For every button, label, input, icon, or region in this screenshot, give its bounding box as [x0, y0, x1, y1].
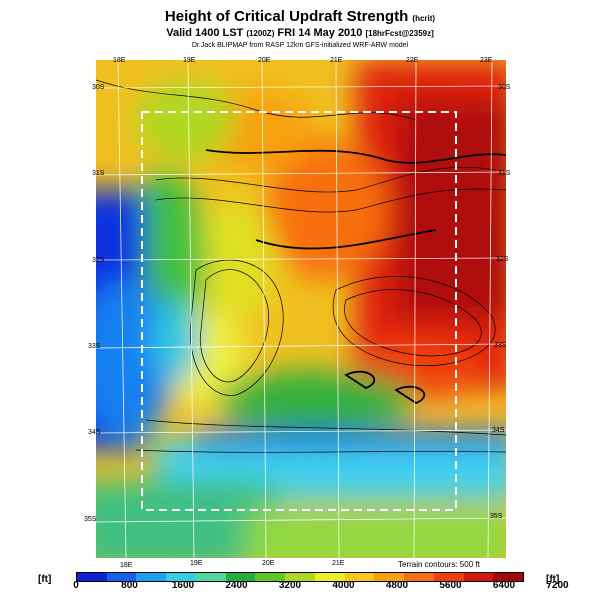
- colorbar-swatch: [166, 573, 196, 581]
- colorbar-swatch: [285, 573, 315, 581]
- colorbar-tick-label: 7200: [546, 580, 569, 591]
- colorbar-tick-label: 6400: [492, 580, 516, 591]
- lon-label-top: 18E: [113, 57, 126, 64]
- lat-label-right: 30S: [498, 84, 511, 91]
- lat-label-right: 35S: [490, 513, 503, 520]
- lat-label-left: 31S: [92, 170, 105, 177]
- colorbar-swatch: [77, 573, 107, 581]
- unit-label-left: [ft]: [38, 574, 52, 585]
- lon-label-top: 20E: [258, 57, 271, 64]
- colorbar-swatch: [344, 573, 375, 581]
- colorbar-tick-label: 800: [121, 580, 138, 591]
- lat-label-left: 35S: [84, 516, 97, 523]
- colorbar-swatch: [433, 573, 464, 581]
- lat-label-right: 33S: [494, 342, 507, 349]
- terrain-contour-note: Terrain contours: 500 ft: [398, 560, 480, 569]
- colorbar-swatch: [136, 573, 167, 581]
- lon-label-top: 22E: [406, 57, 419, 64]
- colorbar-swatch: [106, 573, 137, 581]
- colorbar-tick-label: 4000: [332, 580, 355, 591]
- colorbar-swatch: [195, 573, 226, 581]
- colorbar-swatch: [374, 573, 405, 581]
- lon-label-bottom: 18E: [120, 562, 133, 569]
- lat-label-right: 31S: [498, 170, 511, 177]
- lat-label-right: 32S: [496, 256, 509, 263]
- valid-time: Valid 1400 LST (1200Z) FRI 14 May 2010 […: [166, 27, 434, 39]
- lat-label-right: 34S: [492, 427, 505, 434]
- colorbar-swatch: [404, 573, 434, 581]
- colorbar-tick-label: 2400: [225, 580, 248, 591]
- colorbar-tick-label: 0: [73, 580, 79, 591]
- colorbar-tick-label: 4800: [385, 580, 409, 591]
- colorbar-swatch: [493, 573, 524, 581]
- forecast-map: [96, 60, 506, 558]
- lon-label-top: 23E: [480, 57, 493, 64]
- lon-label-top: 21E: [330, 57, 343, 64]
- lon-label-bottom: 19E: [190, 560, 203, 567]
- colorbar-swatch: [225, 573, 256, 581]
- model-credit: Dr.Jack BLIPMAP from RASP 12km GFS-initi…: [191, 42, 409, 49]
- lon-label-bottom: 21E: [332, 560, 345, 567]
- lat-label-left: 30S: [92, 84, 105, 91]
- colorbar-swatch: [314, 573, 345, 581]
- colorbar-tick-label: 5600: [439, 580, 462, 591]
- chart-title: Height of Critical Updraft Strength (hcr…: [164, 8, 436, 25]
- lat-label-left: 34S: [88, 429, 101, 436]
- colorbar-swatch: [463, 573, 494, 581]
- colorbar-tick-label: 1600: [171, 580, 195, 591]
- colorbar-tick-label: 3200: [278, 580, 302, 591]
- colorbar-swatch: [255, 573, 286, 581]
- lat-label-left: 32S: [92, 257, 105, 264]
- unit-label-right: [ft]: [546, 574, 560, 585]
- colorbar: [76, 572, 524, 582]
- lon-label-bottom: 20E: [262, 560, 275, 567]
- lon-label-top: 19E: [183, 57, 196, 64]
- lat-label-left: 33S: [88, 343, 101, 350]
